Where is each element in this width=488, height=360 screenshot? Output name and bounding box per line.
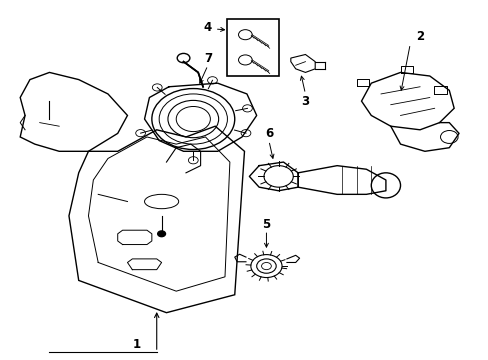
Text: 7: 7 [203, 51, 212, 64]
Text: 4: 4 [203, 21, 212, 34]
Text: 1: 1 [133, 338, 141, 351]
Text: 5: 5 [262, 218, 270, 231]
Text: 6: 6 [264, 127, 272, 140]
Text: 3: 3 [301, 95, 309, 108]
Bar [227, 19, 278, 76]
Text: 2: 2 [415, 30, 423, 43]
Circle shape [158, 231, 165, 237]
